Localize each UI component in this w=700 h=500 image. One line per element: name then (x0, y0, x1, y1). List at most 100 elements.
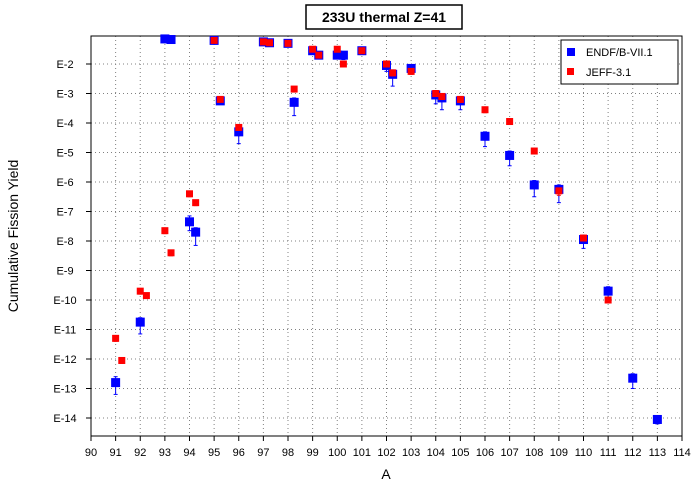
x-tick-label: 99 (307, 447, 319, 459)
legend-marker-endf (567, 48, 575, 56)
y-tick-label: E-13 (53, 384, 76, 396)
data-point-endf-b-vii-1 (338, 50, 348, 60)
x-tick-label: 102 (377, 447, 395, 459)
data-point-jeff-3-1 (259, 38, 267, 46)
data-point-endf-b-vii-1 (135, 317, 145, 327)
x-tick-label: 112 (624, 447, 642, 459)
y-tick-label: E-14 (53, 413, 76, 425)
data-point-jeff-3-1 (167, 249, 175, 257)
x-tick-label: 98 (282, 447, 294, 459)
data-point-jeff-3-1 (456, 95, 464, 103)
data-point-jeff-3-1 (555, 187, 563, 195)
x-tick-label: 100 (328, 447, 346, 459)
data-point-jeff-3-1 (506, 118, 514, 126)
x-tick-label: 96 (233, 447, 245, 459)
data-point-jeff-3-1 (604, 296, 612, 304)
data-point-jeff-3-1 (389, 69, 397, 77)
data-point-jeff-3-1 (309, 45, 317, 53)
x-tick-label: 111 (600, 447, 617, 459)
legend-marker-jeff (567, 68, 574, 75)
data-point-endf-b-vii-1 (505, 150, 515, 160)
y-tick-label: E-4 (56, 118, 73, 130)
data-point-endf-b-vii-1 (234, 127, 244, 137)
data-point-endf-b-vii-1 (111, 378, 121, 388)
x-tick-label: 97 (257, 447, 269, 459)
data-point-endf-b-vii-1 (185, 217, 194, 227)
y-tick-label: E-12 (53, 354, 76, 366)
y-tick-label: E-9 (56, 266, 73, 278)
data-point-endf-b-vii-1 (191, 227, 201, 237)
x-tick-label: 109 (550, 447, 568, 459)
data-marks (111, 34, 662, 425)
x-tick-label: 91 (110, 447, 122, 459)
y-tick-label: E-2 (56, 59, 73, 71)
legend-label-jeff: JEFF-3.1 (586, 67, 631, 79)
x-tick-label: 106 (476, 447, 494, 459)
x-tick-label: 110 (575, 447, 593, 459)
y-tick-label: E-7 (56, 207, 73, 219)
data-point-endf-b-vii-1 (160, 34, 170, 44)
x-tick-label: 107 (500, 447, 518, 459)
legend-label-endf: ENDF/B-VII.1 (586, 47, 653, 59)
data-point-jeff-3-1 (432, 90, 440, 97)
x-tick-label: 101 (353, 447, 371, 459)
y-tick-label: E-10 (53, 295, 76, 307)
x-tick-label: 113 (649, 447, 667, 459)
data-point-endf-b-vii-1 (332, 50, 342, 60)
data-point-jeff-3-1 (407, 67, 415, 75)
data-point-endf-b-vii-1 (652, 414, 662, 424)
data-point-jeff-3-1 (266, 39, 274, 47)
y-tick-label: E-3 (56, 89, 73, 101)
data-point-jeff-3-1 (580, 234, 587, 242)
data-point-endf-b-vii-1 (603, 286, 613, 296)
legend-box (560, 39, 679, 85)
data-point-jeff-3-1 (383, 60, 390, 68)
data-point-jeff-3-1 (192, 199, 200, 207)
data-point-jeff-3-1 (339, 60, 347, 68)
data-point-jeff-3-1 (161, 227, 169, 235)
data-point-endf-b-vii-1 (529, 180, 539, 190)
data-point-jeff-3-1 (290, 85, 298, 93)
y-tick-label: E-11 (54, 325, 76, 337)
data-point-jeff-3-1 (481, 106, 489, 114)
data-point-jeff-3-1 (315, 51, 323, 59)
data-point-jeff-3-1 (358, 47, 366, 55)
x-tick-label: 92 (134, 447, 146, 459)
y-tick-label: E-5 (56, 148, 73, 160)
data-point-jeff-3-1 (333, 45, 341, 53)
x-tick-label: 104 (427, 447, 445, 459)
x-axis-title: A (381, 466, 391, 482)
data-point-jeff-3-1 (136, 287, 144, 295)
chart-title: 233U thermal Z=41 (322, 9, 446, 25)
x-tick-label: 93 (159, 447, 171, 459)
x-tick-label: 103 (402, 447, 420, 459)
legend: ENDF/B-VII.1 JEFF-3.1 (560, 39, 679, 85)
y-tick-label: E-8 (56, 236, 73, 248)
data-point-jeff-3-1 (142, 292, 150, 300)
chart-title-box: 233U thermal Z=41 (305, 4, 463, 30)
y-tick-label: E-6 (56, 177, 73, 189)
data-point-endf-b-vii-1 (166, 35, 176, 45)
x-tick-label: 94 (183, 447, 195, 459)
data-point-endf-b-vii-1 (480, 131, 490, 141)
data-point-endf-b-vii-1 (289, 97, 299, 107)
data-point-jeff-3-1 (216, 95, 224, 103)
data-point-jeff-3-1 (118, 356, 126, 364)
x-tick-label: 105 (451, 447, 469, 459)
y-axis-title: Cumulative Fission Yield (5, 160, 21, 313)
axis-ticks: 90 91 92 93 94 95 96 97 98 99 100 101 102 103 104 105 10… (53, 59, 690, 459)
data-point-jeff-3-1 (530, 147, 538, 155)
x-tick-label: 114 (673, 447, 691, 459)
data-point-jeff-3-1 (235, 123, 243, 131)
data-point-jeff-3-1 (112, 334, 120, 342)
data-point-endf-b-vii-1 (628, 373, 638, 383)
data-point-jeff-3-1 (210, 36, 218, 44)
x-tick-label: 90 (85, 447, 97, 459)
x-tick-label: 95 (208, 447, 220, 459)
data-point-jeff-3-1 (284, 39, 292, 47)
data-point-jeff-3-1 (186, 190, 193, 198)
x-tick-label: 108 (525, 447, 543, 459)
data-point-jeff-3-1 (438, 92, 446, 100)
